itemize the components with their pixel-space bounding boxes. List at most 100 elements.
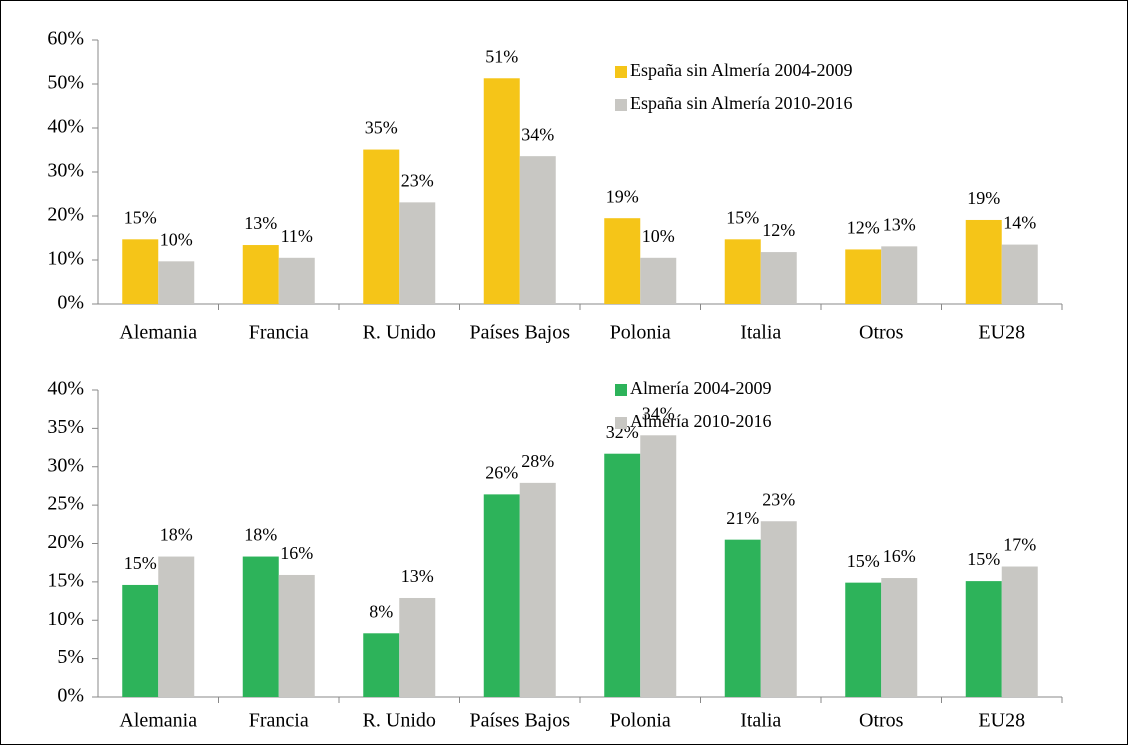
x-tick-label: R. Unido <box>363 710 436 732</box>
bar <box>1001 244 1038 304</box>
bar <box>760 521 797 697</box>
value-label: 16% <box>280 543 313 563</box>
y-tick-label: 0% <box>57 685 84 707</box>
value-label: 18% <box>244 525 277 545</box>
legend-label: España sin Almería 2010-2016 <box>630 93 852 113</box>
bar <box>122 584 159 697</box>
value-label: 11% <box>281 226 313 246</box>
bar <box>604 453 641 697</box>
value-label: 28% <box>521 451 554 471</box>
x-tick-label: EU28 <box>978 322 1025 344</box>
value-label: 15% <box>124 207 157 227</box>
bar <box>399 202 436 304</box>
bar <box>881 578 918 697</box>
y-tick-label: 20% <box>47 531 84 553</box>
bar <box>242 556 279 697</box>
bar <box>399 597 436 697</box>
x-tick-label: Francia <box>249 322 309 344</box>
value-label: 10% <box>642 226 675 246</box>
value-label: 21% <box>726 508 759 528</box>
value-label: 19% <box>606 186 639 206</box>
value-label: 13% <box>401 566 434 586</box>
bar <box>724 239 761 304</box>
bar <box>363 633 400 697</box>
legend-swatch <box>615 99 627 111</box>
bar <box>604 218 641 304</box>
bar <box>1001 566 1038 697</box>
value-label: 13% <box>244 213 277 233</box>
bar <box>278 257 315 304</box>
value-label: 13% <box>883 214 916 234</box>
value-label: 15% <box>124 553 157 573</box>
value-label: 19% <box>967 188 1000 208</box>
x-tick-label: EU28 <box>978 710 1025 732</box>
value-label: 12% <box>847 218 880 238</box>
value-label: 34% <box>521 124 554 144</box>
x-tick-label: Francia <box>249 710 309 732</box>
x-tick-label: Países Bajos <box>469 322 570 344</box>
legend-label: España sin Almería 2004-2009 <box>630 60 852 80</box>
x-tick-label: Otros <box>859 710 904 732</box>
bar <box>965 219 1002 304</box>
value-label: 10% <box>160 229 193 249</box>
x-tick-label: Otros <box>859 322 904 344</box>
y-tick-label: 30% <box>47 160 84 182</box>
y-tick-label: 40% <box>47 116 84 138</box>
x-tick-label: Alemania <box>119 710 197 732</box>
y-tick-label: 30% <box>47 454 84 476</box>
value-label: 18% <box>160 525 193 545</box>
value-label: 17% <box>1003 535 1036 555</box>
x-tick-label: Polonia <box>610 710 671 732</box>
bar <box>845 249 882 304</box>
bar <box>724 539 761 697</box>
y-tick-label: 0% <box>57 292 84 314</box>
y-tick-label: 35% <box>47 416 84 438</box>
legend-label: Almería 2004-2009 <box>630 378 771 398</box>
bar <box>519 156 556 304</box>
value-label: 12% <box>762 220 795 240</box>
value-label: 16% <box>883 546 916 566</box>
y-tick-label: 20% <box>47 204 84 226</box>
y-tick-label: 60% <box>47 28 84 50</box>
bar <box>363 149 400 304</box>
x-tick-label: Países Bajos <box>469 710 570 732</box>
bar <box>278 574 315 697</box>
bar <box>965 581 1002 697</box>
y-tick-label: 50% <box>47 72 84 94</box>
bar <box>122 239 159 304</box>
value-label: 23% <box>762 489 795 509</box>
bar <box>760 252 797 304</box>
legend-swatch <box>615 66 627 78</box>
y-tick-label: 5% <box>57 646 84 668</box>
bar <box>640 257 677 304</box>
value-label: 8% <box>369 601 393 621</box>
value-label: 35% <box>365 118 398 138</box>
value-label: 51% <box>485 46 518 66</box>
value-label: 15% <box>726 207 759 227</box>
y-tick-label: 10% <box>47 248 84 270</box>
x-tick-label: Alemania <box>119 322 197 344</box>
legend-swatch <box>615 417 627 429</box>
value-label: 15% <box>967 549 1000 569</box>
bar <box>158 556 195 697</box>
value-label: 23% <box>401 170 434 190</box>
bar <box>519 482 556 697</box>
bar <box>483 494 520 697</box>
bar <box>242 245 279 304</box>
x-tick-label: Italia <box>740 322 781 344</box>
value-label: 26% <box>485 463 518 483</box>
bar <box>158 261 195 304</box>
bar <box>881 246 918 304</box>
legend-swatch <box>615 384 627 396</box>
legend-label: Almería 2010-2016 <box>630 411 771 431</box>
x-tick-label: Polonia <box>610 322 671 344</box>
bar <box>483 78 520 304</box>
value-label: 32% <box>606 422 639 442</box>
y-tick-label: 10% <box>47 608 84 630</box>
bar <box>640 435 677 697</box>
y-tick-label: 40% <box>47 378 84 400</box>
x-tick-label: Italia <box>740 710 781 732</box>
x-tick-label: R. Unido <box>363 322 436 344</box>
y-tick-label: 15% <box>47 569 84 591</box>
